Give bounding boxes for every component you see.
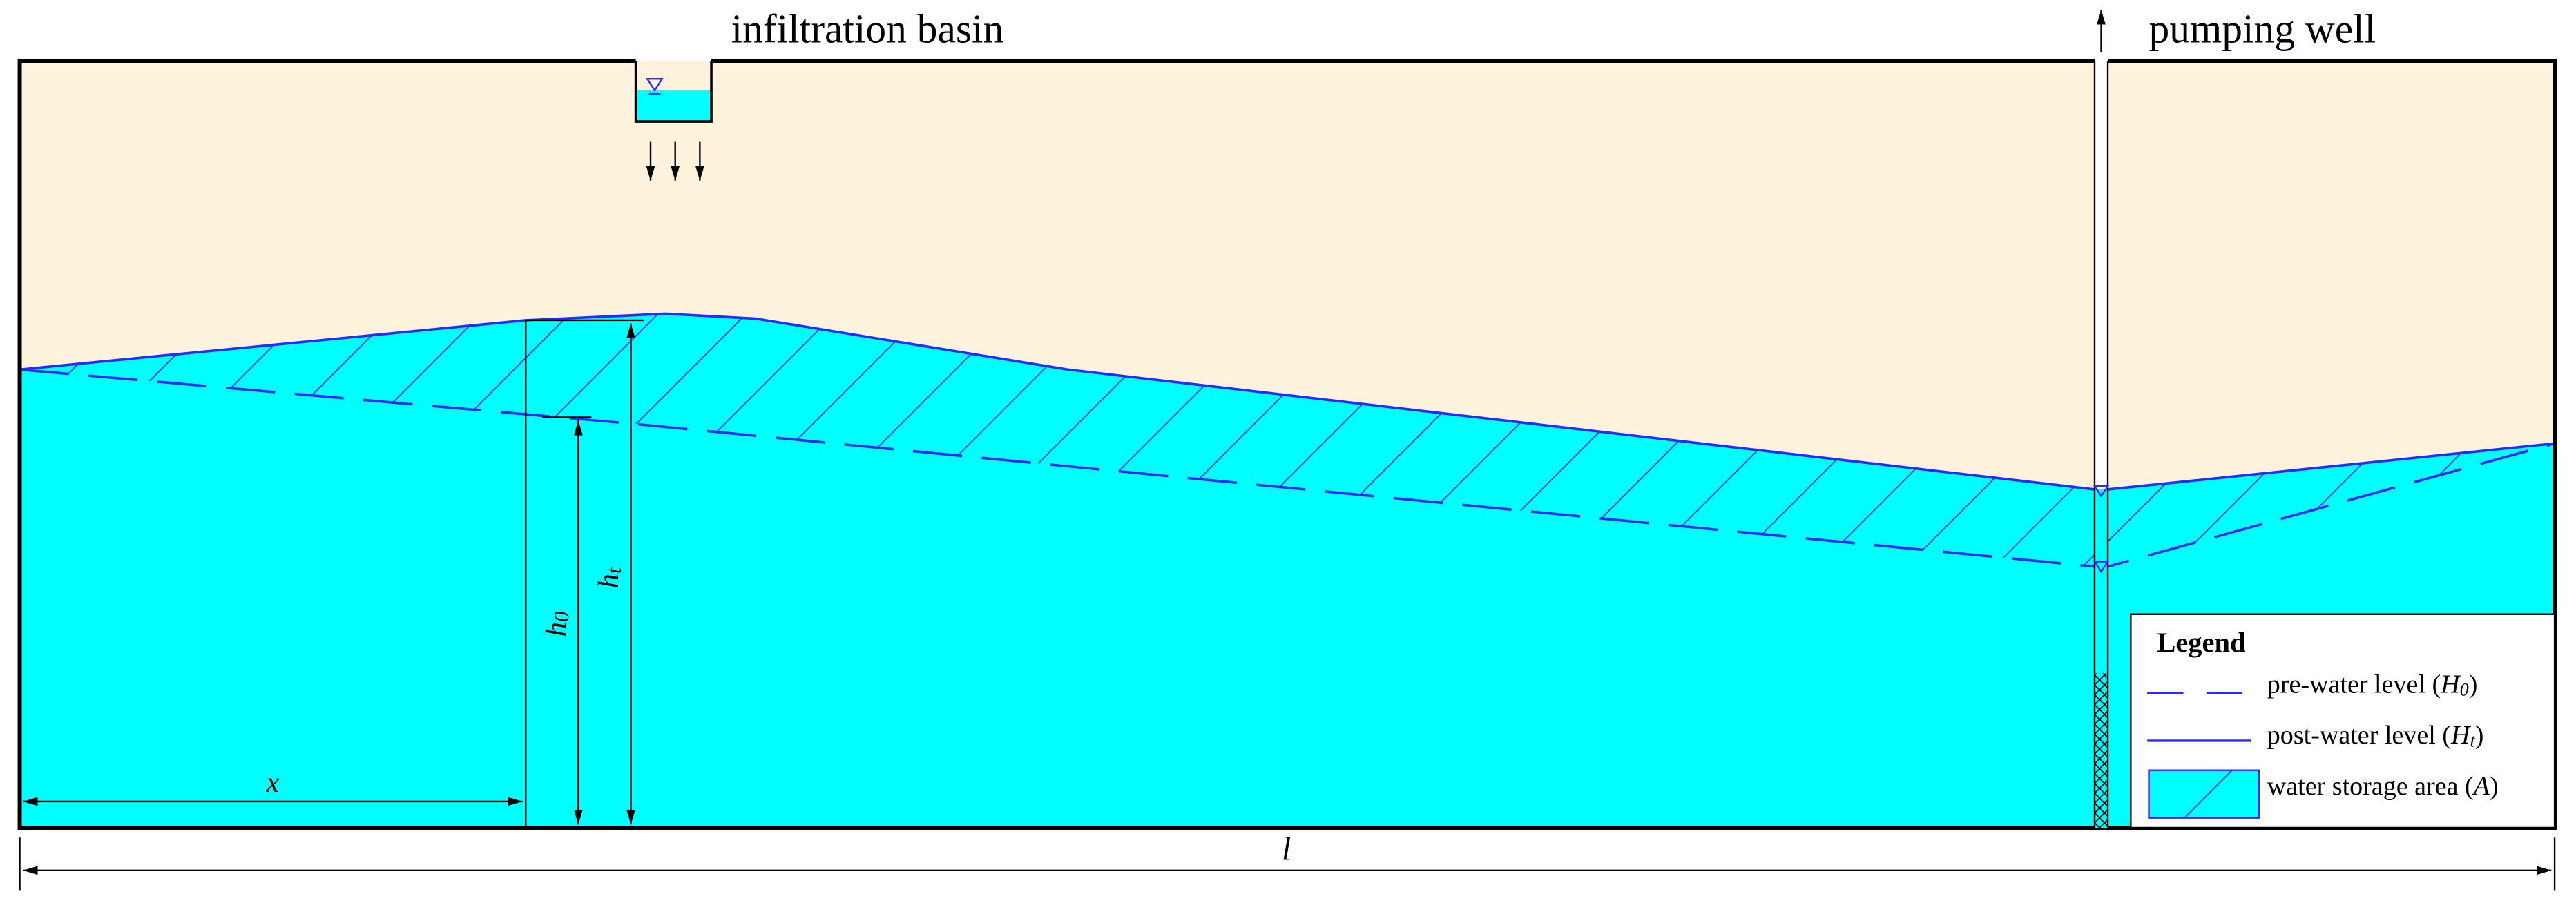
infiltration-basin: infiltration basin bbox=[634, 6, 1004, 181]
well-label: pumping well bbox=[2149, 6, 2376, 51]
h0-label: h0 bbox=[540, 611, 573, 637]
legend: Legend pre-water level (H0) post-water l… bbox=[2130, 613, 2556, 829]
ground bbox=[17, 59, 2557, 830]
legend-item: pre-water level (H0) bbox=[2267, 670, 2478, 699]
pumping-well: pumping well bbox=[2093, 6, 2376, 828]
legend-item: water storage area (A) bbox=[2267, 772, 2499, 801]
legend-title: Legend bbox=[2157, 627, 2246, 658]
l-label: l bbox=[1282, 832, 1291, 868]
legend-item: post-water level (Ht) bbox=[2267, 721, 2484, 750]
basin-label: infiltration basin bbox=[731, 6, 1004, 51]
dimensions bbox=[19, 319, 2556, 891]
x-label: x bbox=[265, 766, 279, 799]
ht-label: ht bbox=[593, 567, 626, 588]
